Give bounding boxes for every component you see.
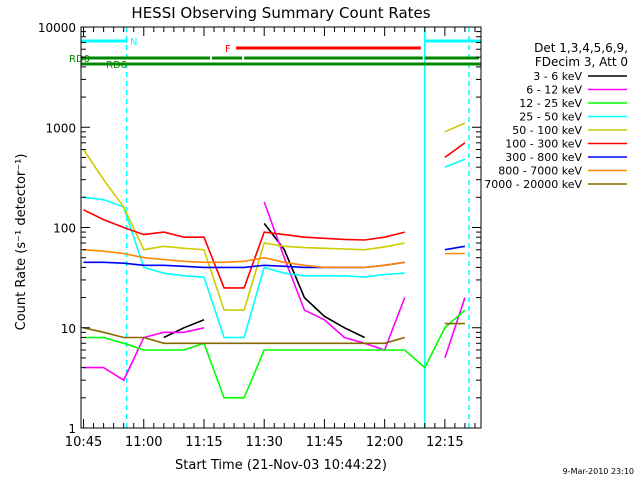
axes: 1 10 100 1000 10000 10:45 11:00 11:15 11:30 11:45…: [38, 21, 482, 450]
status-flags: N F RD0 RD6: [69, 37, 481, 71]
y-axis-label: Count Rate (s⁻¹ detector⁻¹): [14, 154, 29, 331]
series-line-5: [83, 142, 466, 289]
flag-label-n: N: [130, 37, 137, 48]
legend-label-6: 300 - 800 keV: [505, 151, 582, 164]
x-tick-label-6: 12:15: [426, 435, 463, 450]
series-line-3: [83, 158, 466, 339]
chart-title: HESSI Observing Summary Count Rates: [131, 4, 430, 22]
x-tick-label-5: 12:00: [366, 435, 403, 450]
flag-label-f: F: [225, 44, 231, 55]
legend-label-0: 3 - 6 keV: [533, 70, 582, 83]
flag-label-rd6: RD6: [106, 60, 127, 71]
mode-change-lines: [125, 27, 470, 428]
legend-label-3: 25 - 50 keV: [519, 111, 582, 124]
x-tick-label-0: 10:45: [65, 435, 102, 450]
legend-label-2: 12 - 25 keV: [519, 97, 582, 110]
x-tick-label-2: 11:15: [185, 435, 222, 450]
flag-label-rd0: RD0: [69, 54, 90, 65]
footer-date: 9-Mar-2010 23:10: [563, 467, 634, 476]
legend-header-line-2: FDecim 3, Att 0: [535, 55, 628, 69]
legend-label-1: 6 - 12 keV: [526, 84, 582, 97]
y-tick-label-0: 1: [68, 422, 76, 436]
x-tick-label-4: 11:45: [306, 435, 343, 450]
legend-label-7: 800 - 7000 keV: [498, 165, 582, 178]
legend-label-5: 100 - 300 keV: [505, 138, 582, 151]
x-tick-label-1: 11:00: [125, 435, 162, 450]
y-tick-label-4: 10000: [38, 21, 76, 35]
y-tick-label-3: 1000: [45, 121, 76, 135]
y-tick-label-1: 10: [61, 322, 76, 336]
y-tick-label-2: 100: [53, 222, 76, 236]
legend-label-8: 7000 - 20000 keV: [484, 178, 582, 191]
series-line-8: [83, 322, 465, 345]
x-axis-label: Start Time (21-Nov-03 10:44:22): [175, 458, 387, 473]
series-line-4: [82, 122, 466, 311]
series-line-2: [83, 309, 466, 399]
series-line-7: [83, 248, 465, 269]
legend-header-line-1: Det 1,3,4,5,6,9,: [534, 41, 628, 55]
series-lines: [82, 122, 466, 399]
x-tick-label-3: 11:30: [245, 435, 282, 450]
legend-label-4: 50 - 100 keV: [512, 124, 582, 137]
